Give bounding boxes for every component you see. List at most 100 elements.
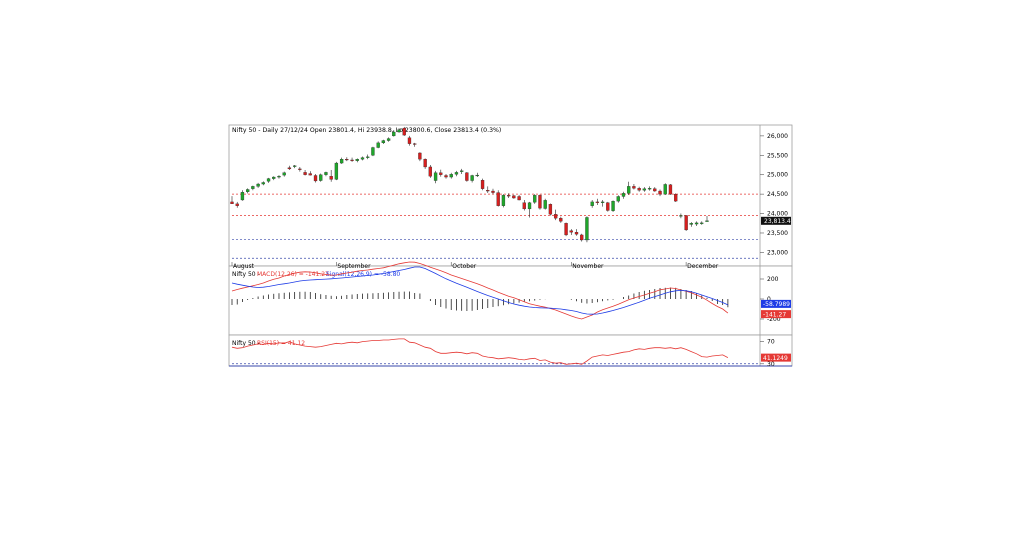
x-tick-label: October [452, 263, 477, 270]
candle-body [585, 217, 589, 241]
price-tick-label: 25,000 [767, 172, 788, 179]
rsi-tick-label: 70 [767, 339, 775, 346]
rsi-tick-label: 30 [767, 361, 775, 368]
x-tick-label: November [572, 263, 604, 270]
candle-body [517, 196, 521, 201]
candle-body [632, 186, 636, 189]
candle-body [261, 182, 265, 185]
candle-body [538, 195, 542, 209]
candle-body [402, 127, 406, 136]
candle-body [460, 170, 464, 172]
candle-body [590, 201, 594, 206]
candle-body [470, 175, 474, 181]
macd-panel-frame [228, 265, 793, 336]
candle-body [679, 215, 683, 217]
macd-tick-label: 0 [767, 296, 771, 303]
price-tick-label: 23,000 [767, 249, 788, 256]
x-tick-label: August [233, 263, 255, 270]
candle-body [533, 195, 537, 203]
candle-body [475, 174, 479, 177]
candle-body [700, 222, 704, 224]
price-tick-label: 23,500 [767, 230, 788, 237]
candle-body [256, 183, 260, 187]
candle-body [366, 156, 370, 158]
candle-body [324, 172, 328, 175]
candle-body [663, 184, 667, 195]
last-price-tag [761, 216, 791, 225]
candle-body [689, 223, 693, 225]
candle-body [428, 166, 433, 177]
candle-body [465, 172, 469, 181]
candle-body [553, 214, 558, 219]
macd-series-line [231, 261, 729, 320]
rsi-series-line [231, 338, 729, 365]
candle-body [658, 190, 662, 195]
price-panel-frame [228, 124, 793, 267]
price-tick-label: 26,000 [767, 133, 788, 140]
candle-body [381, 140, 386, 144]
candle-body [600, 201, 605, 203]
candle-body [407, 137, 412, 144]
price-panel-title: Nifty 50 - Daily 27/12/24 Open 23801.4, … [232, 127, 501, 134]
candle-body [527, 202, 532, 210]
candle-body [418, 152, 422, 160]
candle-body [319, 174, 323, 181]
macd-tick-label: 200 [767, 276, 779, 283]
candle-body [496, 192, 500, 206]
candle-body [548, 204, 553, 215]
candle-body [486, 190, 490, 192]
candle-body [345, 159, 349, 161]
candle-body [240, 192, 245, 201]
candle-body [235, 203, 239, 206]
macd-label: MACD(12,26) = -141.27 [257, 271, 329, 278]
candle-body [611, 200, 615, 211]
candle-body [439, 172, 443, 175]
rsi-panel-frame [228, 334, 793, 367]
candle-body [360, 157, 365, 160]
candle-body [637, 188, 641, 191]
price-tick-label: 25,500 [767, 152, 788, 159]
candle-body [350, 159, 354, 161]
candle-body [308, 173, 312, 176]
rsi-value-label: 41.1249 [763, 355, 788, 362]
candle-body [621, 193, 626, 197]
rsi-value-tag [761, 353, 791, 362]
candle-body [512, 195, 516, 199]
candle-body [684, 215, 688, 231]
candle-body [386, 138, 391, 141]
candle-body [454, 172, 459, 175]
rsi-label: RSI(15) = 41.12 [257, 340, 305, 347]
candle-body [595, 201, 600, 203]
candle-body [246, 189, 250, 192]
candle-body [574, 232, 579, 235]
candle-body [292, 165, 297, 167]
candle-body [694, 222, 699, 225]
candle-body [522, 202, 526, 210]
candle-body [668, 184, 673, 195]
candle-body [371, 147, 375, 156]
candle-body [506, 195, 511, 197]
candle-body [266, 178, 271, 182]
candle-body [339, 159, 344, 164]
candle-body [397, 129, 401, 133]
macd-value-tag [761, 310, 791, 319]
candle-body [674, 193, 678, 202]
candle-body [491, 190, 495, 193]
price-tick-label: 24,500 [767, 191, 788, 198]
candle-body [449, 174, 453, 178]
macd-value-tag [761, 299, 791, 308]
candle-body [543, 200, 547, 209]
x-tick-label: September [337, 263, 371, 270]
candle-body [647, 188, 652, 190]
candle-body [230, 201, 234, 205]
candle-body [444, 175, 448, 178]
price-tick-label: 24,000 [767, 211, 788, 218]
macd-value-label: -141.27 [763, 311, 786, 318]
macd-value-label: -58.7989 [763, 301, 790, 308]
rsi-label-prefix: Nifty 50 - [232, 340, 260, 347]
candle-body [423, 159, 427, 168]
candle-body [653, 188, 657, 192]
candle-body [355, 159, 359, 161]
